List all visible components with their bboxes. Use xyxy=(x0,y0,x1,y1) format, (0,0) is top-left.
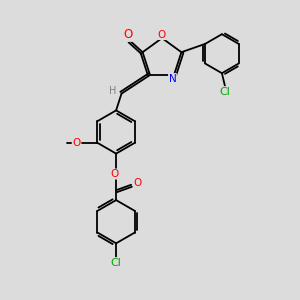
Text: O: O xyxy=(124,28,133,41)
Text: Cl: Cl xyxy=(220,87,230,97)
Text: H: H xyxy=(109,86,116,96)
Text: O: O xyxy=(158,29,166,40)
Text: Cl: Cl xyxy=(111,258,122,268)
Text: O: O xyxy=(110,169,119,179)
Text: O: O xyxy=(134,178,142,188)
Text: N: N xyxy=(169,74,176,84)
Text: O: O xyxy=(72,138,80,148)
